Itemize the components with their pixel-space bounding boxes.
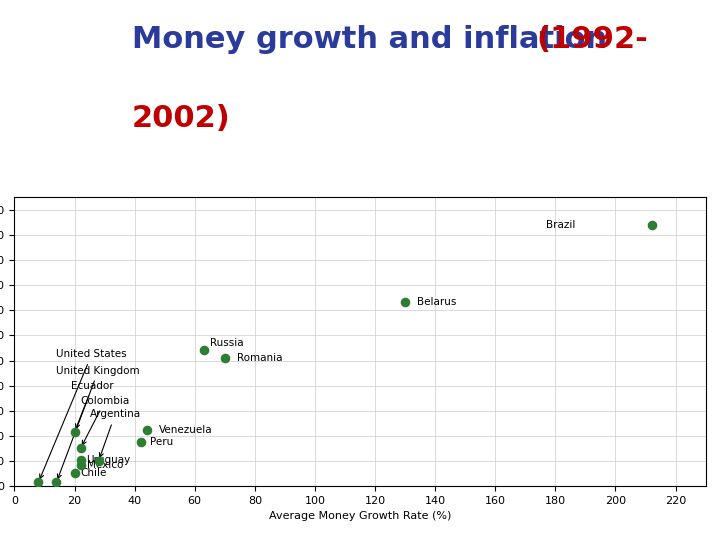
Text: ■: ■ — [128, 257, 142, 271]
Text: 2002): 2002) — [132, 104, 230, 133]
Text: Mexico: Mexico — [86, 460, 123, 470]
Point — [135, 438, 146, 447]
Text: Brazil: Brazil — [546, 220, 576, 230]
Text: Milton Friedman:: Milton Friedman: — [149, 257, 287, 271]
Point — [93, 457, 104, 465]
Text: Belarus: Belarus — [417, 296, 456, 307]
Point — [141, 425, 153, 434]
Text: Colombia: Colombia — [81, 396, 130, 445]
Text: monetary phenomenon: monetary phenomenon — [149, 319, 331, 332]
Text: ■: ■ — [128, 200, 142, 213]
Text: Ecuador: Ecuador — [71, 381, 114, 428]
Point — [75, 455, 86, 464]
Point — [646, 221, 657, 230]
Point — [50, 478, 62, 487]
Text: Venezuela: Venezuela — [158, 424, 212, 435]
Text: United States: United States — [40, 349, 127, 478]
Point — [32, 478, 44, 487]
Text: Inflation is always and everywhere a: Inflation is always and everywhere a — [298, 257, 585, 271]
Text: Argentina: Argentina — [89, 409, 140, 457]
Text: Money growth and inflation: Money growth and inflation — [132, 25, 618, 53]
Text: United Kingdom: United Kingdom — [56, 366, 140, 478]
Point — [68, 469, 80, 478]
Text: Romania: Romania — [237, 353, 282, 363]
X-axis label: Average Money Growth Rate (%): Average Money Growth Rate (%) — [269, 511, 451, 521]
Point — [198, 346, 210, 355]
Point — [68, 428, 80, 436]
Point — [75, 444, 86, 453]
Point — [219, 354, 230, 362]
Text: Russia: Russia — [210, 338, 243, 348]
Text: Peru: Peru — [150, 437, 173, 447]
Text: Uruguay: Uruguay — [86, 455, 131, 464]
Text: Chile: Chile — [81, 469, 107, 478]
Point — [400, 297, 411, 306]
Point — [75, 460, 86, 469]
Text: A positive association b/w inflation money growth rate: A positive association b/w inflation mon… — [149, 200, 528, 213]
Text: (1992-: (1992- — [536, 25, 648, 53]
